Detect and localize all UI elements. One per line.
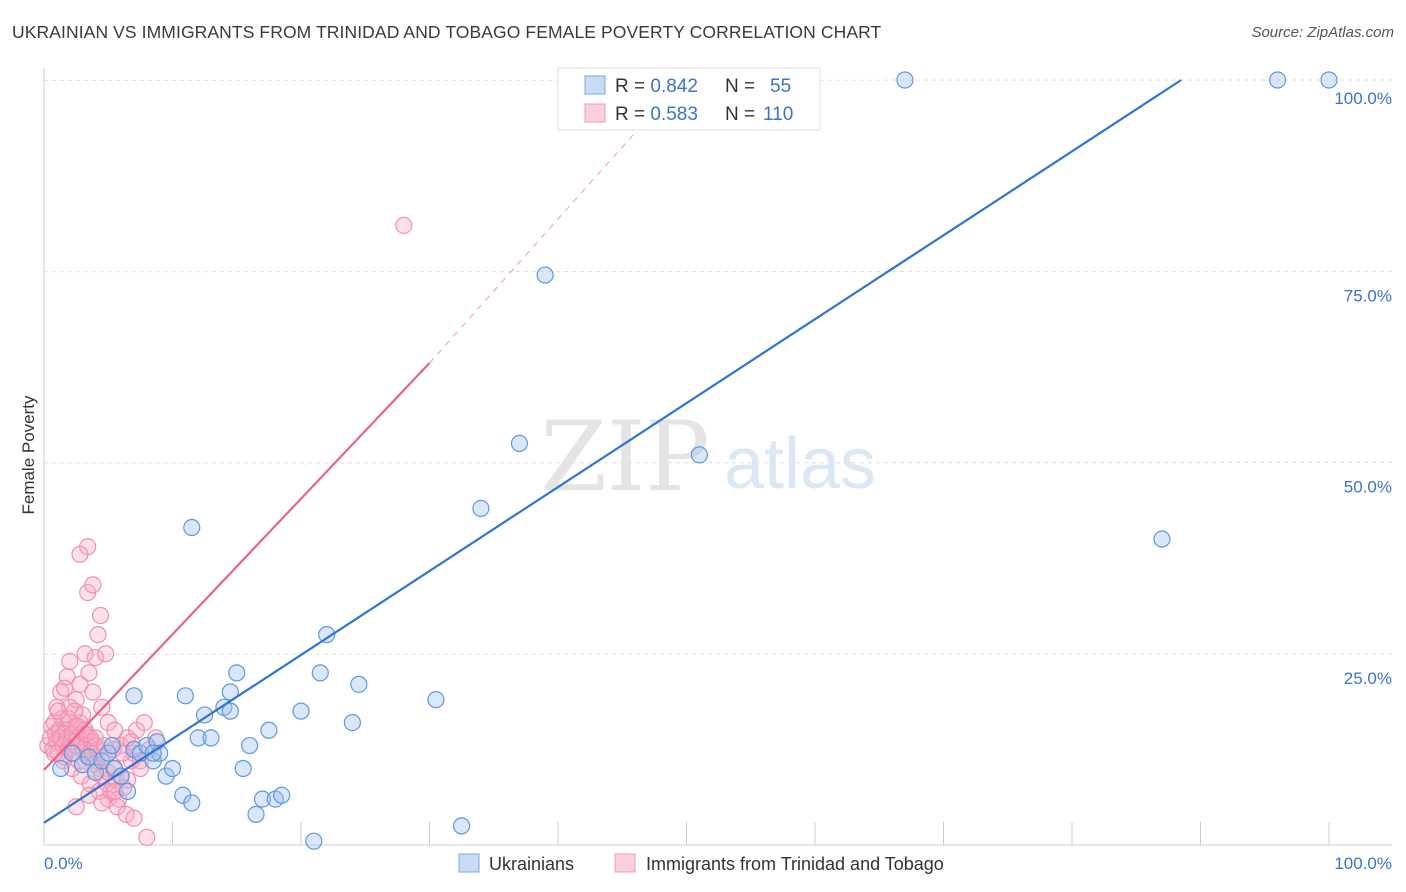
grid-line-y — [43, 270, 1393, 273]
data-point-ukrainians — [183, 794, 201, 812]
data-point-ukrainians — [1153, 530, 1171, 548]
r-value-blue: 0.842 — [650, 76, 698, 97]
legend-label-ukrainians: Ukrainians — [489, 854, 574, 874]
data-point-trinidad — [138, 828, 156, 846]
data-point-ukrainians — [1268, 71, 1287, 89]
y-tick-label: 75.0% — [1344, 286, 1392, 305]
trend-line-ukrainians — [43, 79, 1182, 824]
x-tick-label-min: 0.0% — [44, 854, 83, 873]
x-tick-labels: 0.0% 100.0% — [44, 854, 1392, 873]
data-point-ukrainians — [260, 721, 278, 739]
data-point-ukrainians — [63, 744, 81, 762]
data-point-ukrainians — [453, 817, 471, 835]
data-point-trinidad — [117, 805, 135, 824]
grid-lines — [43, 79, 1393, 845]
r-label-pink: R = — [615, 104, 650, 125]
trend-lines — [43, 79, 1182, 824]
trend-line-trinidad-extension — [429, 117, 649, 364]
data-point-ukrainians — [189, 729, 207, 747]
grid-line-y — [43, 462, 1393, 464]
data-point-ukrainians — [103, 736, 121, 755]
data-point-ukrainians — [253, 790, 272, 808]
data-point-ukrainians — [343, 713, 361, 732]
data-point-ukrainians — [311, 664, 329, 682]
y-tick-label: 25.0% — [1344, 669, 1392, 688]
data-point-trinidad — [84, 576, 102, 594]
stats-row-pink: R = 0.583 N = 110 — [615, 104, 793, 125]
r-label-blue: R = — [615, 76, 650, 97]
data-point-ukrainians — [234, 759, 252, 778]
chart-title: UKRAINIAN VS IMMIGRANTS FROM TRINIDAD AN… — [12, 22, 882, 42]
data-point-ukrainians — [292, 702, 310, 720]
data-point-trinidad — [97, 645, 115, 663]
data-point-ukrainians — [183, 518, 201, 537]
data-point-ukrainians — [241, 736, 259, 755]
data-point-trinidad — [84, 683, 102, 701]
data-point-ukrainians — [273, 786, 291, 804]
data-point-trinidad — [76, 645, 94, 663]
data-point-trinidad — [61, 652, 79, 671]
series-trinidad-points — [39, 216, 413, 846]
n-label-blue: N = — [725, 76, 760, 97]
data-point-trinidad — [395, 216, 413, 234]
data-point-ukrainians — [196, 706, 214, 724]
data-point-trinidad — [91, 606, 110, 625]
data-point-ukrainians — [536, 266, 554, 284]
data-point-trinidad — [125, 809, 143, 827]
data-point-trinidad — [135, 713, 153, 732]
data-point-trinidad — [86, 648, 105, 667]
data-point-ukrainians — [247, 805, 265, 824]
data-point-trinidad — [71, 545, 89, 563]
axes — [43, 68, 1392, 846]
data-point-trinidad — [89, 626, 107, 644]
data-point-trinidad — [106, 782, 124, 801]
data-point-ukrainians — [427, 691, 445, 709]
data-point-ukrainians — [1320, 71, 1338, 89]
data-point-ukrainians — [510, 434, 529, 452]
data-point-ukrainians — [80, 748, 98, 766]
r-value-pink: 0.583 — [650, 104, 698, 125]
source-label: Source: ZipAtlas.com — [1251, 24, 1394, 41]
watermark-atlas: atlas — [724, 424, 876, 504]
data-point-ukrainians — [350, 675, 368, 693]
y-tick-labels: 25.0% 50.0% 75.0% 100.0% — [1334, 89, 1392, 688]
watermark-zip: ZIP — [540, 401, 709, 513]
data-point-ukrainians — [228, 664, 246, 682]
data-point-ukrainians — [163, 759, 182, 778]
data-point-ukrainians — [176, 687, 194, 705]
legend-swatch-ukrainians — [458, 853, 480, 873]
data-point-trinidad — [93, 794, 111, 812]
data-point-ukrainians — [305, 832, 323, 850]
data-point-ukrainians — [690, 446, 708, 464]
series-legend: Ukrainians Immigrants from Trinidad and … — [458, 853, 944, 874]
n-label-pink: N = — [725, 104, 760, 125]
n-value-blue: 55 — [770, 76, 791, 97]
stats-row-blue: R = 0.842 N = 55 — [615, 76, 791, 97]
stats-legend: R = 0.842 N = 55 R = 0.583 N = 110 — [557, 67, 821, 131]
legend-label-trinidad: Immigrants from Trinidad and Tobago — [646, 854, 944, 874]
legend-swatch-trinidad — [614, 853, 636, 873]
data-point-ukrainians — [202, 729, 220, 747]
n-value-pink: 110 — [763, 104, 793, 125]
data-point-ukrainians — [318, 626, 336, 644]
data-point-ukrainians — [896, 71, 914, 89]
trend-line-trinidad — [43, 362, 431, 771]
stats-legend-swatch-blue — [584, 75, 606, 95]
stats-legend-swatch-pink — [584, 103, 606, 123]
y-tick-label: 50.0% — [1344, 478, 1392, 497]
data-point-trinidad — [55, 679, 74, 697]
grid-line-y — [43, 653, 1393, 655]
data-point-ukrainians — [221, 702, 239, 720]
data-point-ukrainians — [52, 759, 70, 778]
data-point-ukrainians — [118, 782, 137, 801]
data-point-ukrainians — [472, 499, 490, 517]
data-point-ukrainians — [112, 767, 130, 785]
data-point-ukrainians — [125, 687, 143, 705]
series-ukrainians-points — [52, 71, 1338, 850]
x-tick-label-max: 100.0% — [1334, 854, 1392, 873]
data-point-trinidad — [80, 664, 98, 682]
y-tick-label: 100.0% — [1334, 89, 1392, 108]
watermark: ZIP atlas — [540, 401, 876, 513]
